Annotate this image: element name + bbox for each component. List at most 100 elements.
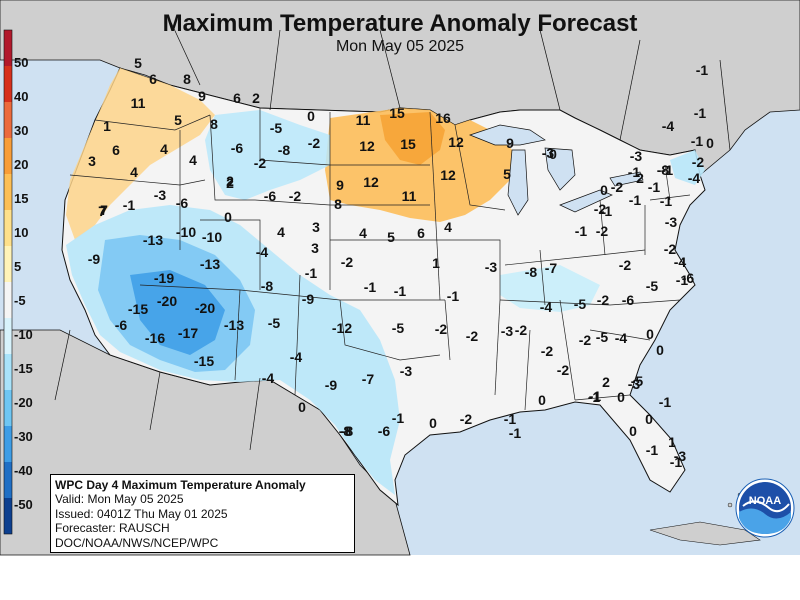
legend-label: -30: [14, 429, 33, 444]
anomaly-value-label: 3: [311, 240, 319, 256]
anomaly-value-label: 0: [538, 392, 546, 408]
anomaly-value-label: -1: [588, 389, 601, 405]
lake-superior: [468, 124, 546, 146]
map-title: Maximum Temperature Anomaly Forecast: [162, 10, 638, 37]
legend-label: -15: [14, 361, 33, 376]
anomaly-value-label: 15: [389, 105, 405, 121]
anomaly-value-label: -1: [600, 203, 613, 219]
map-date: Mon May 05 2025: [335, 38, 465, 55]
anomaly-value-label: -1: [504, 411, 517, 427]
anomaly-value-label: 0: [656, 342, 664, 358]
anomaly-value-label: 2: [636, 170, 644, 186]
coldest-anomaly-southwest: [130, 270, 225, 355]
anomaly-value-label: -9: [88, 251, 101, 267]
anomaly-value-label: 6: [233, 90, 241, 106]
anomaly-value-label: -6: [115, 317, 128, 333]
anomaly-value-label: 0: [600, 182, 608, 198]
anomaly-value-label: 15: [400, 136, 416, 152]
legend-label: 50: [14, 55, 29, 70]
anomaly-value-label: -2: [308, 135, 321, 151]
legend-swatch: [4, 210, 12, 246]
anomaly-value-label: 1: [668, 434, 676, 450]
anomaly-value-label: -1: [628, 164, 641, 180]
lake-michigan: [507, 149, 529, 216]
legend-swatch: [4, 462, 12, 498]
legend-swatch: [4, 174, 12, 210]
anomaly-value-label: 9: [198, 88, 206, 104]
warm-anomaly-northwest: [66, 68, 215, 240]
anomaly-value-label: -4: [662, 118, 675, 134]
anomaly-value-label: -1: [659, 394, 672, 410]
legend-frame: [3, 29, 13, 535]
legend-label: -10: [14, 327, 33, 342]
anomaly-value-label: -4: [262, 370, 275, 386]
anomaly-value-label: 0: [645, 411, 653, 427]
legend-swatch: [4, 30, 12, 66]
anomaly-value-label: -1: [670, 454, 683, 470]
anomaly-value-label: -6: [622, 292, 635, 308]
anomaly-value-label: -2: [460, 411, 473, 427]
cuba-island: [649, 521, 761, 546]
anomaly-value-label: -2: [515, 322, 528, 338]
anomaly-value-label: 0: [617, 389, 625, 405]
anomaly-value-label: -3: [400, 363, 413, 379]
anomaly-value-label: -8: [525, 264, 538, 280]
anomaly-value-label: -3: [542, 145, 555, 161]
cool-anomaly-new-england: [670, 150, 705, 185]
anomaly-value-label: 8: [210, 116, 218, 132]
anomaly-value-label: -13: [200, 256, 220, 272]
anomaly-value-label: 8: [183, 71, 191, 87]
anomaly-value-label: -4: [256, 244, 269, 260]
foreign-boundaries: [54, 19, 731, 451]
noaa-logo: NOAA: [735, 478, 795, 538]
anomaly-value-label: -8: [339, 423, 352, 439]
info-issued: Issued: 0401Z Thu May 01 2025: [55, 506, 228, 521]
anomaly-value-label: -6: [264, 188, 277, 204]
anomaly-value-label: 0: [429, 415, 437, 431]
anomaly-value-label: -2: [254, 155, 267, 171]
anomaly-value-label: 11: [356, 112, 371, 128]
anomaly-value-label: -1: [575, 223, 588, 239]
anomaly-value-label: 11: [402, 188, 417, 204]
anomaly-value-label: 9: [336, 177, 344, 193]
cool-anomaly-ohio-valley: [500, 265, 600, 312]
anomaly-value-label: -7: [362, 371, 375, 387]
anomaly-value-label: -2: [597, 292, 610, 308]
anomaly-value-label: 0: [307, 108, 315, 124]
anomaly-value-label: -2: [596, 223, 609, 239]
anomaly-value-label: 4: [160, 141, 168, 157]
anomaly-value-label: -1: [123, 197, 136, 213]
anomaly-value-label: -13: [143, 232, 163, 248]
anomaly-value-label: -6: [231, 140, 244, 156]
anomaly-value-label: 0: [646, 326, 654, 342]
anomaly-value-label: 5: [503, 166, 511, 182]
anomaly-value-label: -4: [540, 299, 553, 315]
anomaly-value-label: -8: [278, 142, 291, 158]
anomaly-value-label: -4: [290, 349, 303, 365]
anomaly-value-label: -20: [157, 293, 177, 309]
anomaly-value-label: -2: [579, 332, 592, 348]
anomaly-value-label: -1: [392, 410, 405, 426]
anomaly-value-label: 12: [448, 134, 464, 150]
anomaly-value-label: -3: [628, 376, 641, 392]
anomaly-value-label: -2: [466, 328, 479, 344]
anomaly-value-label: -2: [611, 179, 624, 195]
anomaly-value-label: -9: [302, 291, 315, 307]
anomaly-value-label: 0: [706, 135, 714, 151]
anomaly-value-label: 8: [334, 196, 342, 212]
legend-label: -20: [14, 395, 33, 410]
legend-label: -50: [14, 497, 33, 512]
anomaly-value-label: 0: [549, 146, 557, 162]
anomaly-value-label: -6: [682, 270, 695, 286]
anomaly-value-label: 2: [252, 90, 260, 106]
anomaly-value-label: -2: [557, 362, 570, 378]
legend-label: -40: [14, 463, 33, 478]
anomaly-value-label: -15: [128, 301, 148, 317]
legend-label: 30: [14, 123, 29, 138]
anomaly-value-label: 12: [440, 167, 456, 183]
anomaly-value-label: 12: [363, 174, 379, 190]
legend-swatch: [4, 66, 12, 102]
anomaly-value-label: -13: [224, 317, 244, 333]
anomaly-value-label: 0: [298, 399, 306, 415]
